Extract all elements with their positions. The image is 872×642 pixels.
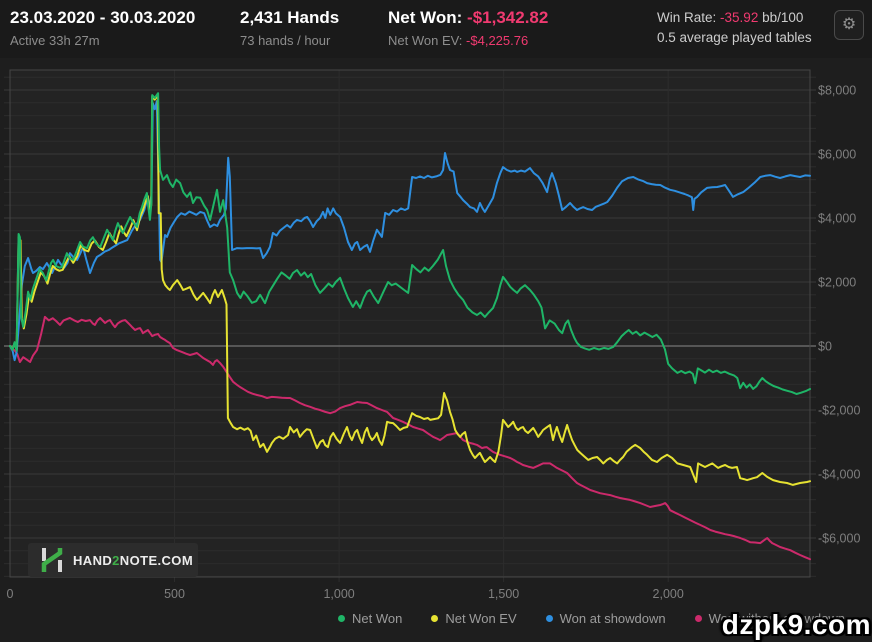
hand2note-logo-text: HAND2NOTE.COM — [73, 552, 194, 568]
net-won-ev-value: -$4,225.76 — [466, 33, 529, 48]
y-axis-label: $6,000 — [818, 148, 856, 162]
date-range: 23.03.2020 - 30.03.2020 — [10, 8, 196, 27]
series-line-won-without-showdown — [9, 315, 811, 561]
series-line-net-won-ev — [9, 94, 811, 486]
settings-button[interactable]: ⚙ — [834, 10, 864, 40]
hands-per-hour: 73 hands / hour — [240, 33, 331, 48]
plot-border — [9, 69, 811, 578]
series-line-net-won — [9, 92, 811, 395]
net-won-ev-line: Net Won EV: -$4,225.76 — [388, 33, 528, 48]
y-axis-label: $2,000 — [818, 276, 856, 290]
legend-label: Won without showdown — [708, 611, 845, 626]
win-rate-line: Win Rate: -35.92 bb/100 — [657, 10, 803, 25]
legend-dot-won-at-showdown — [545, 615, 553, 622]
legend-dot-net-won — [338, 615, 345, 622]
y-axis-label: $8,000 — [818, 84, 856, 98]
win-rate-unit: bb/100 — [762, 10, 804, 25]
x-axis-label: 1,500 — [488, 587, 519, 601]
win-rate-value: -35.92 — [720, 10, 759, 25]
x-axis-label: 500 — [164, 587, 185, 601]
avg-tables: 0.5 average played tables — [657, 30, 812, 45]
legend-dot-won-without-showdown — [694, 615, 702, 622]
legend-item-won-without-showdown[interactable]: Won without showdown — [694, 611, 845, 626]
y-axis-label: $4,000 — [818, 212, 856, 226]
legend-item-net-won[interactable]: Net Won — [338, 611, 402, 626]
watermark: dzpk9.com — [721, 609, 871, 640]
win-rate-label: Win Rate: — [657, 10, 717, 25]
legend-label: Net Won EV — [445, 611, 517, 626]
chart-legend: Net Won Net Won EV Won at showdown Won with… — [338, 611, 845, 626]
y-axis-label: -$4,000 — [818, 468, 860, 482]
y-axis-label: -$2,000 — [818, 404, 860, 418]
legend-dot-net-won-ev — [431, 615, 439, 622]
legend-item-net-won-ev[interactable]: Net Won EV — [431, 611, 517, 626]
net-won-label: Net Won: — [388, 8, 463, 27]
legend-label: Net Won — [352, 611, 403, 626]
hands-total: 2,431 Hands — [240, 8, 340, 27]
gear-icon: ⚙ — [841, 16, 857, 33]
series-line-won-at-showdown — [9, 100, 811, 362]
y-axis-label: -$6,000 — [818, 532, 860, 546]
active-time: Active 33h 27m — [10, 33, 100, 48]
net-won-ev-label: Net Won EV: — [388, 33, 463, 48]
y-axis-label: $0 — [818, 340, 832, 354]
legend-item-won-at-showdown[interactable]: Won at showdown — [545, 611, 666, 626]
legend-label: Won at showdown — [559, 611, 666, 626]
hand2note-logo[interactable]: HAND2NOTE.COM — [28, 543, 198, 577]
x-axis-label: 1,000 — [323, 587, 354, 601]
net-won-line: Net Won: -$1,342.82 — [388, 8, 548, 28]
winnings-graph: $8,000 $6,000 $4,000 $2,000 $0 -$2,000 -$4,000… — [4, 69, 860, 601]
header-bar: 23.03.2020 - 30.03.2020 Active 33h 27m 2… — [0, 0, 872, 58]
x-axis-label: 0 — [7, 587, 14, 601]
net-won-value: -$1,342.82 — [467, 8, 549, 27]
x-axis-label: 2,000 — [653, 587, 684, 601]
hand2note-logo-icon — [41, 548, 63, 572]
